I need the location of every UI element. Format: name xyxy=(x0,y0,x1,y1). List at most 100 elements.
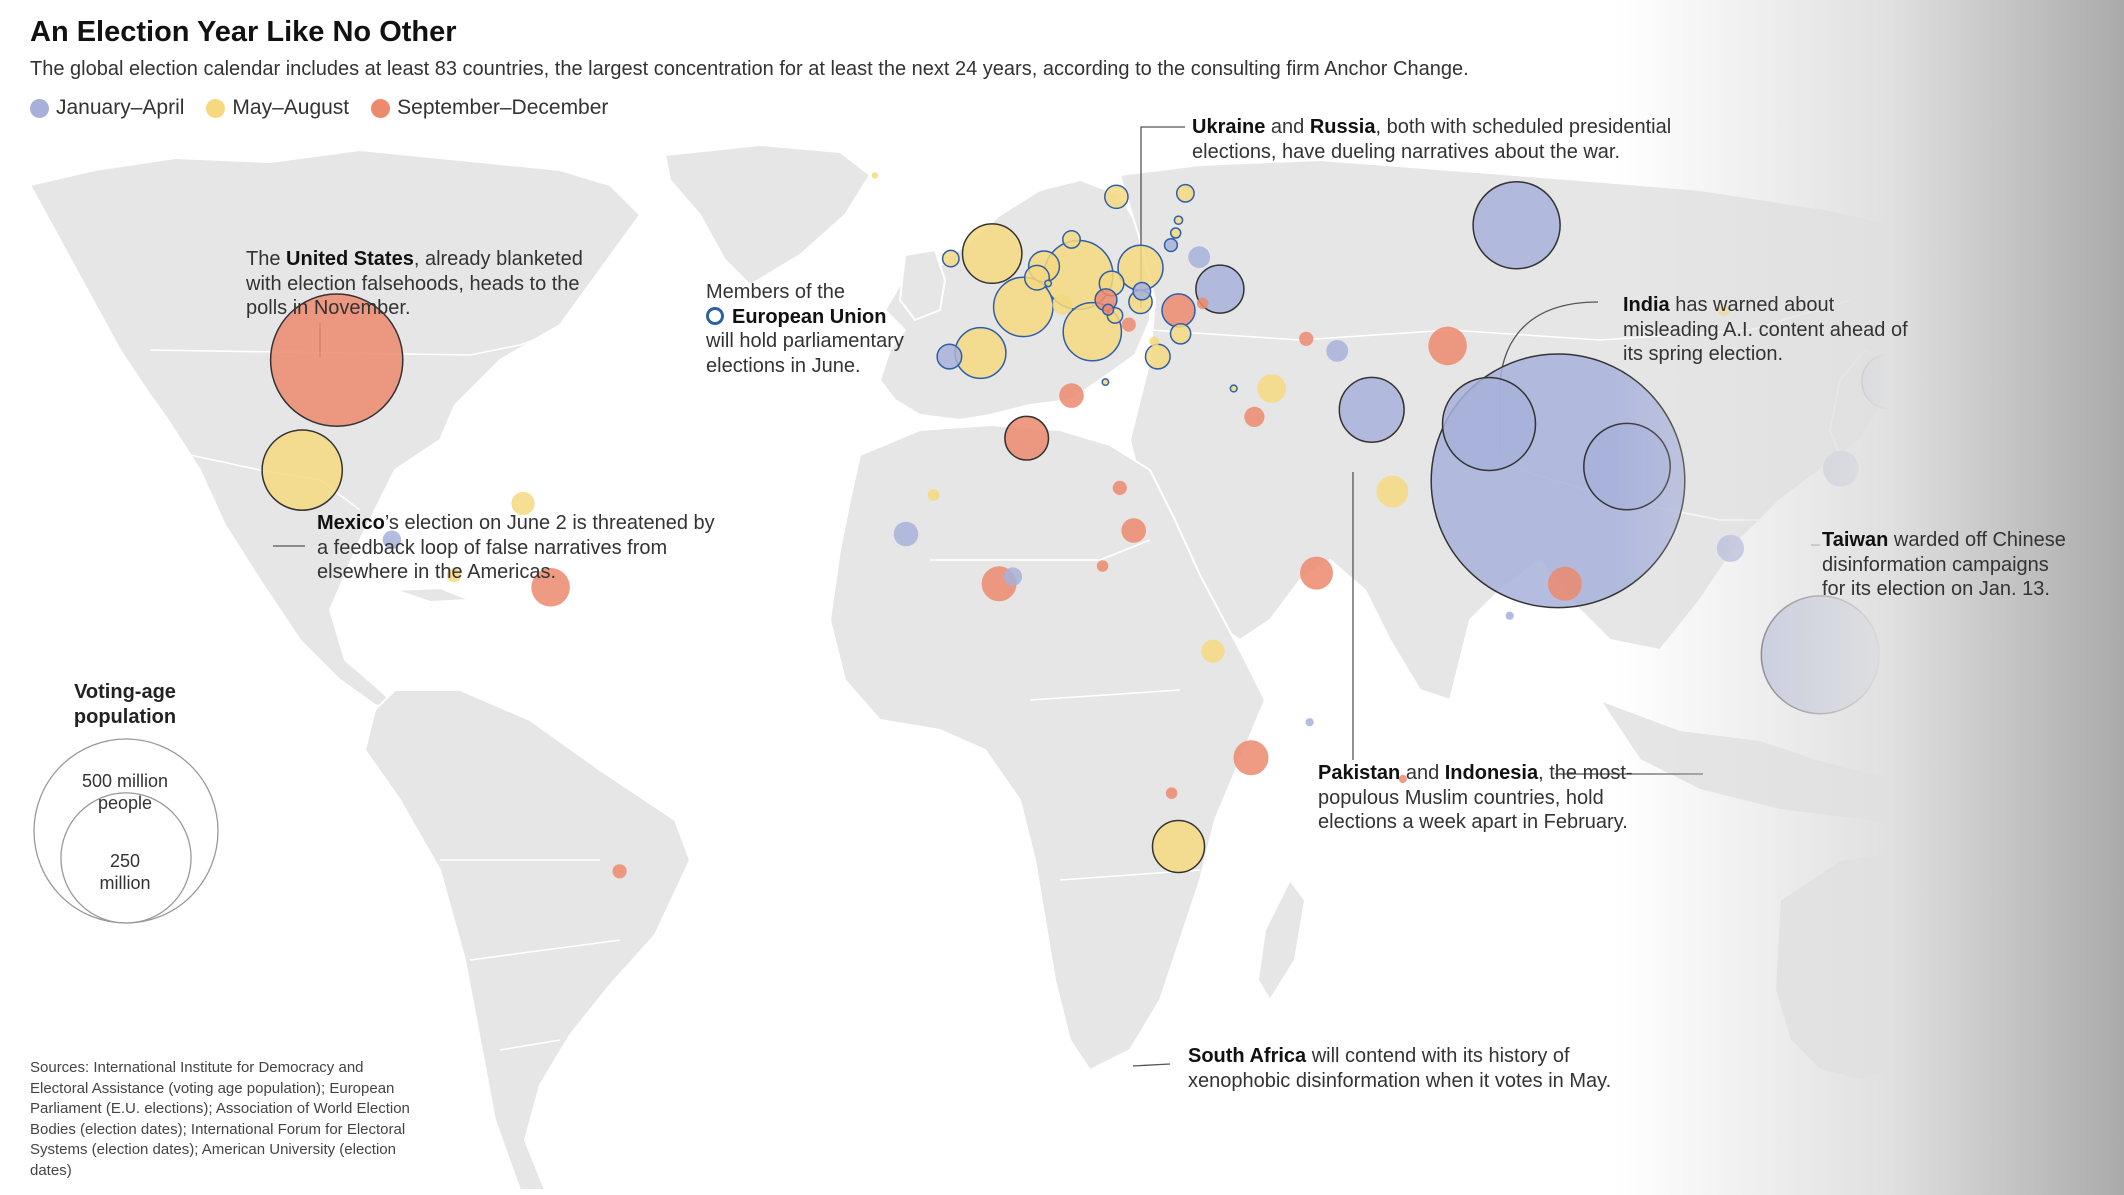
legend-dot-jan-apr xyxy=(30,98,49,118)
land-north-america xyxy=(29,149,641,711)
marker-maldives xyxy=(1505,611,1514,620)
marker-latvia xyxy=(1169,227,1182,239)
size-legend-small-label: 250 million xyxy=(99,851,151,893)
annotation-india-country: India xyxy=(1623,294,1670,316)
marker-syria xyxy=(1257,374,1286,403)
marker-oman xyxy=(1376,475,1409,508)
marker-taiwan xyxy=(1823,450,1859,487)
marker-sri-lanka xyxy=(1547,566,1582,601)
marker-bangladesh xyxy=(1583,422,1671,511)
annotation-us-text: , already blanketed with election falseh… xyxy=(246,248,583,319)
marker-mexico xyxy=(261,429,344,511)
eu-ring-icon xyxy=(706,306,724,325)
marker-ireland xyxy=(941,249,960,268)
marker-algeria xyxy=(1004,415,1050,461)
legend-item-jan-apr: January–April xyxy=(30,96,184,120)
legend-label-may-aug: May–August xyxy=(232,96,350,119)
annotation-ukraine-country: Ukraine xyxy=(1192,116,1266,138)
annotation-ukraine-text: , both with scheduled presidential elect… xyxy=(1192,116,1672,163)
annotation-eu-label-row: European Union xyxy=(706,305,936,330)
size-legend-title: Voting-age population xyxy=(73,681,177,728)
legend-item-may-aug: May–August xyxy=(206,96,349,120)
page-title: An Election Year Like No Other xyxy=(30,16,457,48)
marker-finland xyxy=(1175,183,1195,203)
annotation-taiwan-country: Taiwan xyxy=(1822,529,1889,551)
annotation-pakistan-country: Pakistan xyxy=(1318,762,1401,784)
marker-senegal xyxy=(893,521,919,547)
land-australia xyxy=(1774,849,2091,1101)
annotation-india: India has warned about misleading A.I. c… xyxy=(1623,293,1913,367)
annotation-us-country: United States xyxy=(286,248,414,270)
marker-greece xyxy=(1144,343,1171,370)
legend-dot-may-aug xyxy=(206,98,226,118)
marker-indonesia xyxy=(1760,595,1880,715)
color-legend: January–April May–August September–Decem… xyxy=(30,96,608,120)
annotation-united-states: The United States, already blanketed wit… xyxy=(246,247,606,321)
annotation-mexico-text: ’s election on June 2 is threatened by a… xyxy=(317,512,715,583)
land-cuba xyxy=(394,587,471,603)
marker-comoros xyxy=(1305,718,1314,727)
marker-uruguay xyxy=(612,864,627,879)
marker-mauritania xyxy=(927,489,940,501)
marker-russia xyxy=(1472,180,1561,270)
annotation-eu-text: will hold parliamentary elections in Jun… xyxy=(706,330,904,377)
annotation-european-union: Members of the European Union will hold … xyxy=(706,280,936,378)
marker-pakistan xyxy=(1441,376,1537,472)
marker-lithuania xyxy=(1163,237,1179,253)
annotation-russia-country: Russia xyxy=(1309,116,1376,138)
annotation-pakistan-mid: and xyxy=(1400,762,1445,784)
sources-note: Sources: International Institute for Dem… xyxy=(30,1059,410,1179)
land-madagascar xyxy=(1257,879,1306,1001)
marker-georgia xyxy=(1299,331,1314,346)
marker-portugal xyxy=(936,343,963,370)
marker-uzbekistan xyxy=(1428,326,1467,366)
page-subtitle: The global election calendar includes at… xyxy=(30,58,1469,80)
annotation-south-africa: South Africa will contend with its histo… xyxy=(1188,1044,1633,1093)
marker-united-kingdom xyxy=(961,223,1023,285)
marker-botswana xyxy=(1165,787,1178,799)
marker-central-african-republic xyxy=(1096,560,1109,572)
marker-iran xyxy=(1338,376,1405,443)
annotation-eu-pre: Members of the xyxy=(706,281,845,303)
marker-switzerland xyxy=(1052,294,1073,315)
annotation-mexico: Mexico’s election on June 2 is threatene… xyxy=(317,511,717,585)
size-legend-large-label: 500 million people xyxy=(81,771,169,813)
marker-slovakia xyxy=(1132,281,1152,301)
marker-south-africa xyxy=(1151,819,1206,874)
annotation-south-africa-country: South Africa xyxy=(1188,1045,1307,1067)
annotation-indonesia-country: Indonesia xyxy=(1444,762,1539,784)
marker-togo xyxy=(1003,567,1023,586)
size-legend-circle-large xyxy=(33,738,219,924)
marker-romania xyxy=(1161,293,1196,328)
marker-niger xyxy=(1112,480,1127,495)
marker-bulgaria xyxy=(1169,322,1192,345)
marker-bosnia-and-herzegovina xyxy=(1121,317,1136,332)
marker-jordan xyxy=(1244,406,1265,427)
annotation-eu-name: European Union xyxy=(732,305,887,328)
marker-denmark xyxy=(1062,229,1081,249)
annotation-taiwan-text: warded off Chinese disinformation campai… xyxy=(1822,529,2066,600)
marker-belarus xyxy=(1188,246,1211,269)
marker-luxembourg xyxy=(1044,279,1053,288)
land-greenland xyxy=(664,144,871,286)
marker-slovenia xyxy=(1101,303,1115,316)
marker-spain xyxy=(954,326,1007,380)
annotation-pakistan-indonesia: Pakistan and Indonesia, the most-populou… xyxy=(1318,761,1688,835)
legend-dot-sep-dec xyxy=(371,98,391,118)
annotation-taiwan: Taiwan warded off Chinese disinformation… xyxy=(1822,528,2077,602)
legend-item-sep-dec: September–December xyxy=(371,96,608,120)
marker-mozambique xyxy=(1233,740,1269,776)
annotation-india-text: has warned about misleading A.I. content… xyxy=(1623,294,1908,365)
annotation-pakistan-text: , the most-populous Muslim countries, ho… xyxy=(1318,762,1633,833)
marker-chad xyxy=(1121,518,1146,543)
marker-azerbaijan xyxy=(1326,340,1349,362)
marker-rwanda xyxy=(1201,639,1225,663)
annotation-ukraine-mid: and xyxy=(1265,116,1310,138)
connector-south-africa xyxy=(1132,1063,1171,1067)
marker-cambodia xyxy=(1716,534,1745,562)
marker-somaliland xyxy=(1300,556,1333,590)
legend-label-jan-apr: January–April xyxy=(56,96,185,119)
marker-north-macedonia xyxy=(1149,336,1160,347)
marker-iceland xyxy=(871,172,879,179)
